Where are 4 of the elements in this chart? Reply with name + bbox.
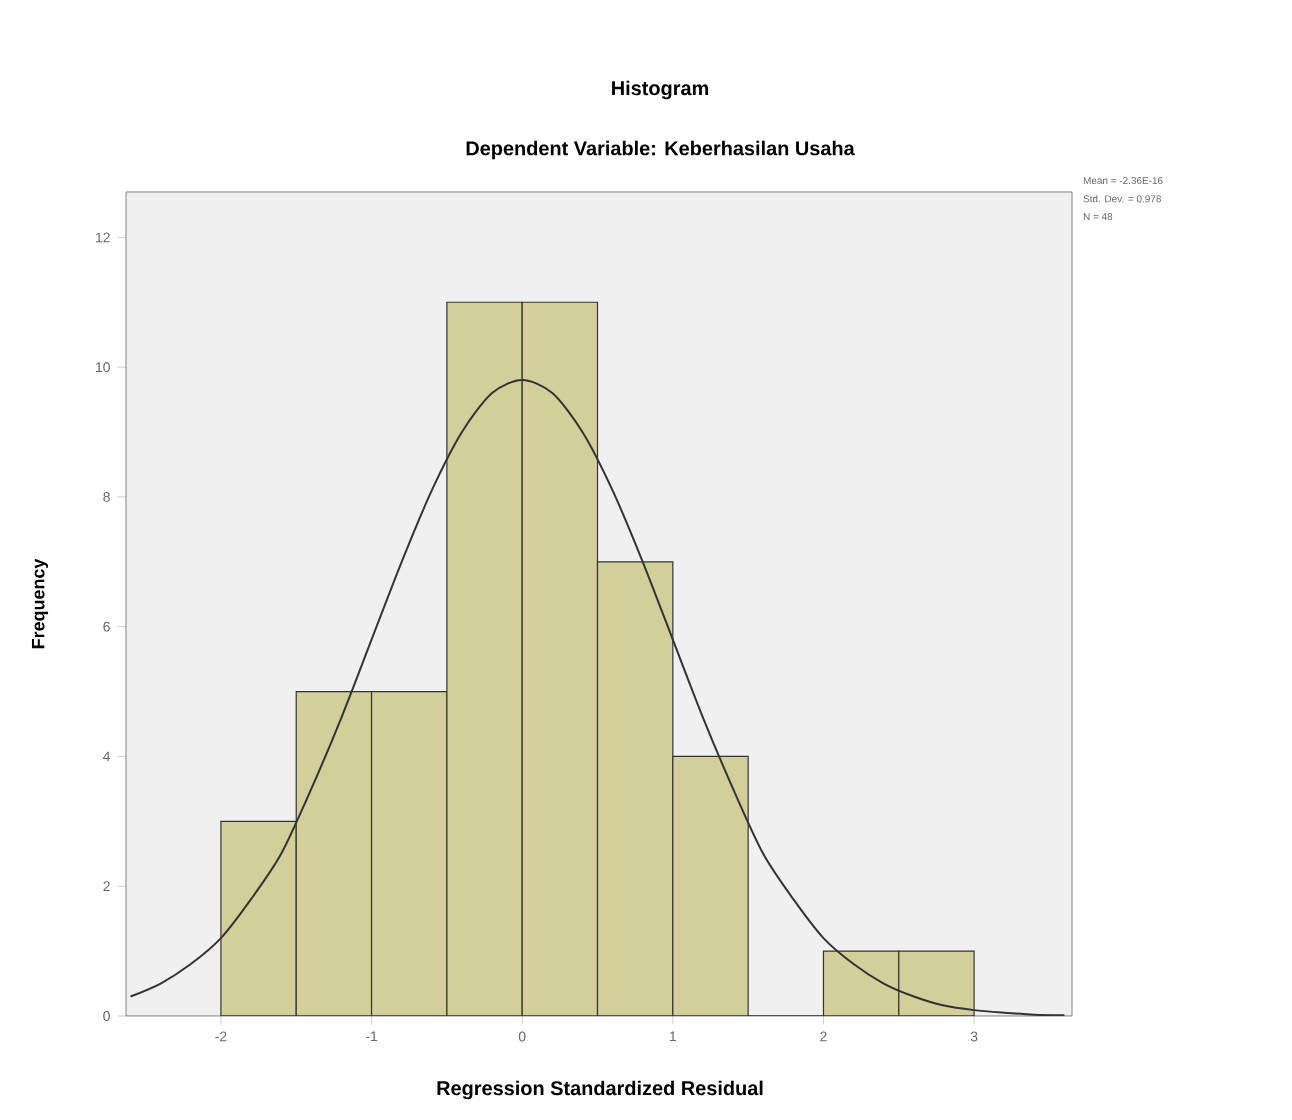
chart-title: Histogram — [612, 80, 709, 100]
chart-subtitle: Dependent Variable: Keberhasilan Usaha — [466, 140, 855, 160]
x-axis-title: Regression Standardized Residual — [437, 1080, 763, 1100]
y-axis-title: Frequency — [31, 558, 49, 649]
